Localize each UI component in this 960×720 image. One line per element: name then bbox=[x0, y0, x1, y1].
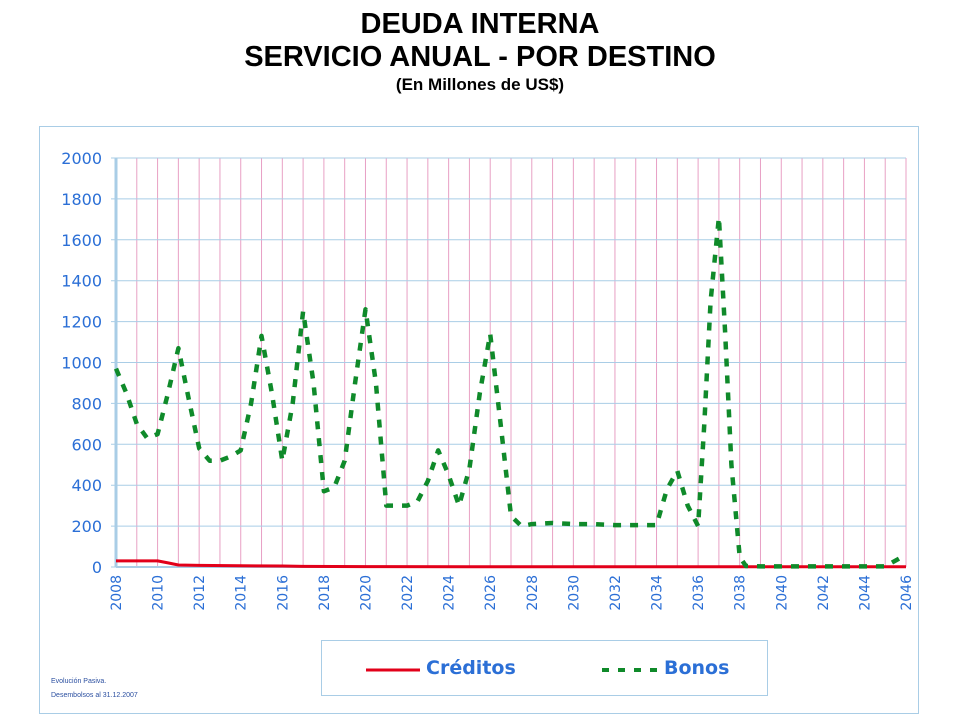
x-tick-label: 2040 bbox=[774, 575, 790, 611]
y-tick-label: 1000 bbox=[61, 354, 102, 373]
x-tick-label: 2012 bbox=[192, 575, 208, 611]
x-tick-label: 2032 bbox=[608, 575, 624, 611]
chart-title-block: DEUDA INTERNA SERVICIO ANUAL - POR DESTI… bbox=[0, 8, 960, 96]
footnote-line2: Desembolsos al 31.12.2007 bbox=[51, 692, 138, 699]
chart-title-line2: SERVICIO ANUAL - POR DESTINO bbox=[244, 41, 716, 73]
x-tick-label: 2046 bbox=[899, 575, 915, 611]
x-tick-label: 2038 bbox=[733, 575, 749, 611]
x-tick-label: 2044 bbox=[857, 575, 873, 611]
x-tick-label: 2024 bbox=[442, 575, 458, 611]
y-tick-label: 1200 bbox=[61, 313, 102, 332]
x-tick-label: 2008 bbox=[109, 575, 125, 611]
y-tick-label: 0 bbox=[92, 558, 102, 577]
legend-swatch-creditos bbox=[366, 668, 420, 672]
y-tick-label: 400 bbox=[71, 476, 102, 495]
x-tick-label: 2022 bbox=[400, 575, 416, 611]
y-tick-label: 1400 bbox=[61, 272, 102, 291]
y-tick-label: 2000 bbox=[61, 149, 102, 168]
x-tick-label: 2010 bbox=[151, 575, 167, 611]
y-tick-label: 600 bbox=[71, 435, 102, 454]
x-tick-label: 2016 bbox=[275, 575, 291, 611]
legend-item-bonos: Bonos bbox=[602, 657, 752, 681]
creditos-line bbox=[116, 559, 906, 569]
x-tick-label: 2034 bbox=[650, 575, 666, 611]
x-tick-label: 2036 bbox=[691, 575, 707, 611]
x-tick-label: 2020 bbox=[358, 575, 374, 611]
legend-swatch-bonos bbox=[602, 668, 662, 672]
x-tick-label: 2042 bbox=[816, 575, 832, 611]
chart-frame bbox=[39, 126, 919, 714]
x-tick-label: 2026 bbox=[483, 575, 499, 611]
x-tick-label: 2018 bbox=[317, 575, 333, 611]
chart-title-line1: DEUDA INTERNA bbox=[360, 8, 600, 40]
legend-label-bonos: Bonos bbox=[664, 657, 730, 679]
y-tick-label: 1600 bbox=[61, 231, 102, 250]
footnote-line1: Evolución Pasiva. bbox=[51, 678, 107, 685]
x-tick-label: 2014 bbox=[234, 575, 250, 611]
chart-subtitle: (En Millones de US$) bbox=[395, 75, 565, 94]
y-tick-label: 800 bbox=[71, 394, 102, 413]
legend-label-creditos: Créditos bbox=[426, 657, 516, 679]
x-tick-label: 2028 bbox=[525, 575, 541, 611]
legend-item-creditos: Créditos bbox=[366, 657, 536, 681]
y-tick-label: 1800 bbox=[61, 190, 102, 209]
y-tick-label: 200 bbox=[71, 517, 102, 536]
x-tick-label: 2030 bbox=[566, 575, 582, 611]
chart-legend: Créditos Bonos bbox=[321, 640, 768, 696]
